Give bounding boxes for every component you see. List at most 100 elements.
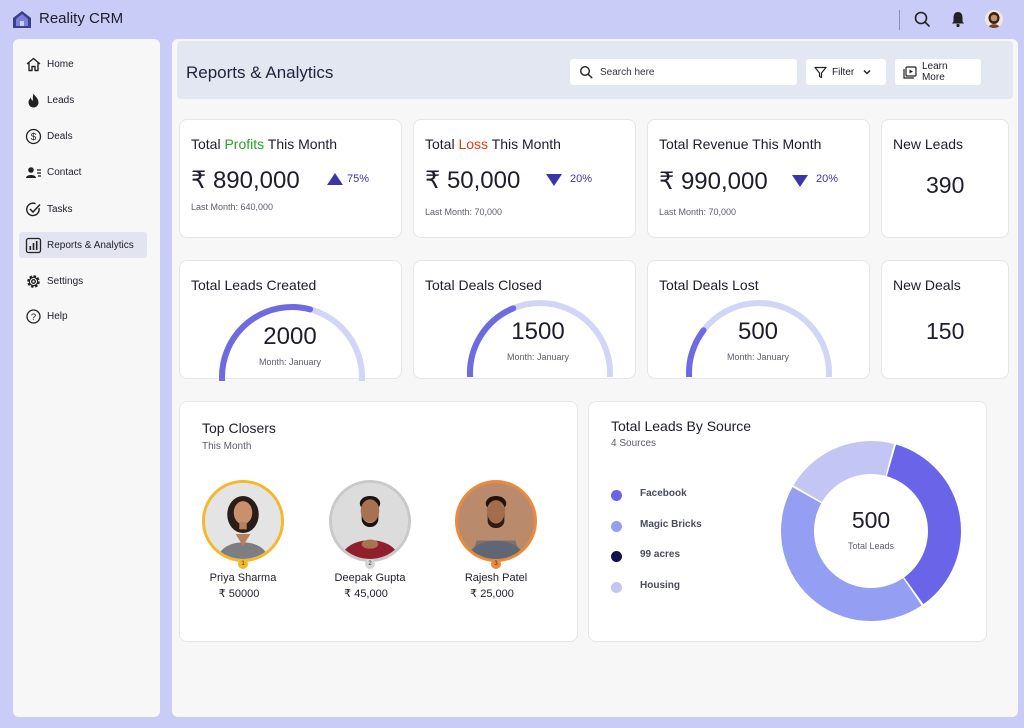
sidebar-item-reports-analytics[interactable]: Reports & Analytics (19, 232, 147, 258)
page-header: Reports & Analytics Filter Learn More (177, 41, 1013, 99)
closer-name: Deepak Gupta (334, 572, 406, 584)
svg-text:?: ? (31, 312, 36, 323)
leads-source-title: Total Leads By Source (611, 418, 752, 434)
deals-closed-card: Total Deals Closed 1500 Month: January (413, 260, 636, 379)
rank-badge: 1 (238, 559, 248, 569)
legend-dot-99-acres (611, 551, 622, 562)
sidebar-item-contact[interactable]: Contact (19, 159, 147, 185)
revenue-change: 20% (816, 173, 839, 185)
legend-label: Facebook (640, 488, 687, 499)
video-library-icon (903, 65, 917, 79)
donut-total-label: Total Leads (847, 541, 895, 551)
contacts-icon (26, 166, 41, 178)
gauge-title: Total Deals Lost (659, 277, 759, 293)
trend-down-icon (792, 175, 808, 187)
new-deals-card: New Deals 150 (881, 260, 1009, 379)
profit-change: 75% (347, 173, 370, 185)
filter-button[interactable]: Filter (806, 59, 886, 85)
revenue-card: Total Revenue This Month ₹ 990,000 20% L… (647, 119, 870, 238)
loss-card-title: Total Loss This Month (425, 136, 561, 152)
legend-dot-magic-bricks (611, 521, 622, 532)
donut-total-value: 500 (851, 507, 891, 533)
svg-text:$: $ (31, 132, 37, 143)
donut-slice-housing (793, 441, 894, 503)
search-box[interactable] (570, 59, 797, 85)
deals-closed-gauge (467, 300, 613, 377)
sidebar-item-label: Deals (47, 130, 73, 142)
home-icon (26, 57, 41, 71)
chevron-down-icon (863, 69, 871, 75)
closer-amount: ₹ 25,000 (470, 588, 514, 600)
new-leads-value: 390 (926, 172, 965, 198)
top-bar: Reality CRM (0, 0, 1024, 40)
gauge-subtitle: Month: January (506, 352, 570, 362)
legend-dot-facebook (611, 490, 622, 501)
top-closers-subtitle: This Month (202, 441, 252, 452)
user-avatar[interactable] (985, 10, 1003, 28)
filter-label: Filter (832, 66, 855, 78)
gauge-subtitle: Month: January (258, 357, 322, 367)
new-deals-value: 150 (926, 318, 965, 344)
deals-lost-card: Total Deals Lost 500 Month: January (647, 260, 870, 379)
legend-label: Magic Bricks (640, 519, 702, 530)
new-leads-card: New Leads 390 (881, 119, 1009, 238)
trend-up-icon (327, 173, 343, 185)
gauge-value: 2000 (263, 323, 317, 350)
person-photo-icon (332, 483, 408, 559)
sidebar-item-deals[interactable]: $ Deals (19, 123, 147, 149)
search-icon (579, 65, 593, 79)
gauge-title: Total Leads Created (191, 277, 317, 293)
legend-label: 99 acres (640, 549, 681, 560)
sidebar-item-label: Tasks (47, 203, 73, 215)
sidebar: Home Leads $ Deals Contact Tasks Reports… (13, 39, 160, 717)
donut-slice-magic-bricks (781, 487, 922, 621)
bell-icon[interactable] (949, 10, 967, 28)
sidebar-item-help[interactable]: ? Help (19, 303, 147, 329)
gauge-value: 500 (737, 318, 779, 345)
help-icon: ? (26, 308, 41, 324)
gauge-value: 1500 (511, 318, 565, 345)
sidebar-item-settings[interactable]: Settings (19, 268, 147, 294)
gear-icon (27, 274, 40, 288)
rank-badge: 3 (491, 559, 501, 569)
loss-change: 20% (570, 173, 593, 185)
house-logo-icon (13, 11, 31, 28)
sidebar-item-label: Home (47, 58, 74, 70)
leads-created-gauge (219, 304, 365, 381)
revenue-last-month: Last Month: 70,000 (659, 207, 737, 217)
filter-icon (814, 66, 827, 78)
closer-amount: ₹ 50000 (218, 588, 260, 600)
learn-more-button[interactable]: Learn More (895, 59, 981, 85)
sidebar-item-label: Help (47, 310, 68, 322)
sidebar-item-label: Settings (47, 275, 84, 287)
gauge-progress (686, 327, 707, 377)
deals-lost-gauge (686, 300, 832, 377)
gauge-title: Total Deals Closed (425, 277, 542, 293)
sidebar-item-home[interactable]: Home (19, 51, 147, 77)
sidebar-item-tasks[interactable]: Tasks (19, 196, 147, 222)
closer-photo (455, 480, 537, 562)
top-closers-title: Top Closers (202, 420, 276, 436)
dollar-icon: $ (25, 128, 42, 144)
gauge-progress (467, 305, 517, 377)
top-divider (899, 10, 900, 30)
gauge-progress (219, 304, 314, 381)
profit-last-month: Last Month: 640,000 (191, 202, 274, 212)
app-title: Reality CRM (39, 10, 124, 27)
legend-label: Housing (640, 580, 680, 591)
closer-name: Rajesh Patel (464, 572, 528, 584)
search-input[interactable] (600, 66, 780, 78)
main-panel: Reports & Analytics Filter Learn More To… (172, 39, 1018, 717)
task-check-icon (26, 201, 41, 216)
loss-last-month: Last Month: 70,000 (425, 207, 503, 217)
closer-name: Priya Sharma (209, 572, 277, 584)
leads-created-card: Total Leads Created 2000 Month: January (179, 260, 402, 381)
rank-badge: 2 (365, 559, 375, 569)
gauge-subtitle: Month: January (726, 352, 790, 362)
profit-card: Total Profits This Month ₹ 890,000 75% L… (179, 119, 402, 238)
sidebar-item-label: Leads (47, 94, 75, 106)
top-closers-card: Top Closers This Month 1 Priya Sharma ₹ … (179, 401, 578, 642)
leads-source-subtitle: 4 Sources (611, 438, 657, 449)
search-icon[interactable] (913, 10, 931, 28)
sidebar-item-leads[interactable]: Leads (19, 87, 147, 113)
